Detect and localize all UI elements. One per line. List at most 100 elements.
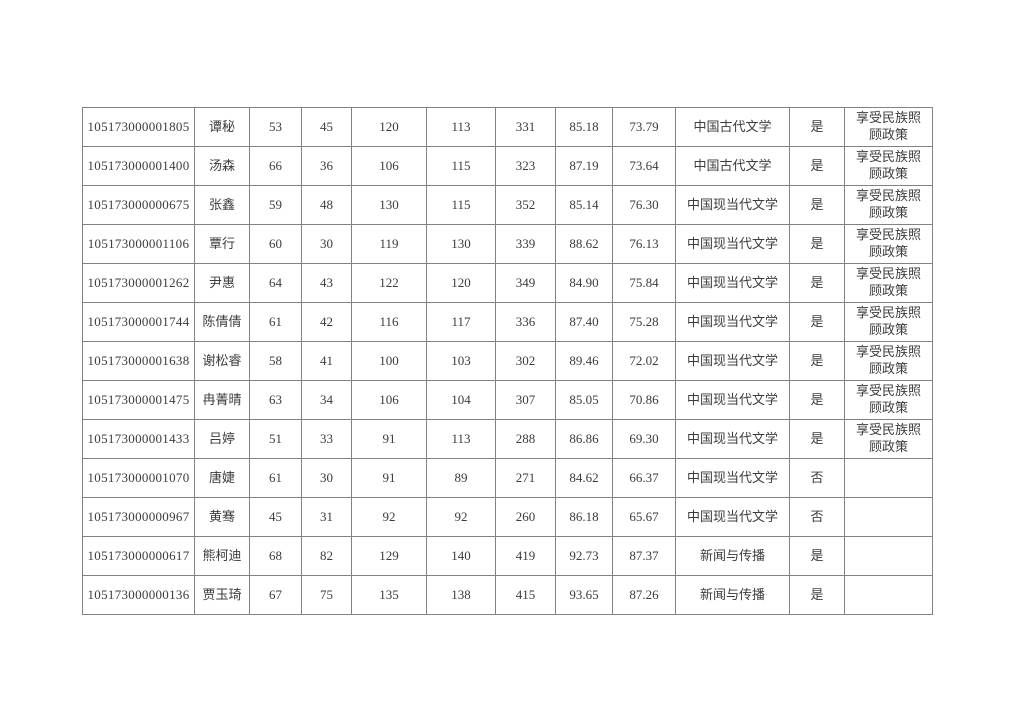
cell-weighted-total: 66.37 <box>612 458 676 498</box>
cell-text: 是 <box>810 313 824 329</box>
cell-text: 106 <box>379 391 399 407</box>
cell-remark: 享受民族照顾政策 <box>844 380 933 420</box>
cell-text: 105173000001744 <box>87 313 190 329</box>
cell-initial-total: 415 <box>495 575 556 615</box>
cell-text: 113 <box>451 118 471 134</box>
cell-text: 享受民族照顾政策 <box>855 266 921 298</box>
cell-major: 中国现当代文学 <box>675 185 790 225</box>
cell-admitted-flag: 是 <box>789 419 845 459</box>
cell-text: 105173000001805 <box>87 118 190 134</box>
cell-admitted-flag: 是 <box>789 380 845 420</box>
cell-weighted-total: 87.37 <box>612 536 676 576</box>
cell-text: 73.79 <box>629 118 659 134</box>
cell-text: 105173000001475 <box>87 391 190 407</box>
cell-text: 是 <box>810 547 824 563</box>
cell-score-2: 30 <box>301 224 352 264</box>
cell-text: 115 <box>451 157 471 173</box>
cell-major: 新闻与传播 <box>675 536 790 576</box>
cell-text: 谢松睿 <box>202 352 242 368</box>
cell-weighted-total: 72.02 <box>612 341 676 381</box>
cell-text: 覃行 <box>208 235 235 251</box>
cell-text: 419 <box>515 547 536 563</box>
cell-text: 105173000001262 <box>87 274 190 290</box>
cell-text: 91 <box>382 469 396 485</box>
cell-text: 66.37 <box>629 469 659 485</box>
cell-text: 89 <box>454 469 468 485</box>
cell-major: 中国现当代文学 <box>675 419 790 459</box>
cell-text: 129 <box>379 547 399 563</box>
cell-text: 51 <box>269 430 282 446</box>
cell-text: 67 <box>269 586 282 602</box>
cell-score-2: 30 <box>301 458 352 498</box>
cell-text: 42 <box>320 313 333 329</box>
cell-text: 汤森 <box>208 157 235 173</box>
cell-score-2: 42 <box>301 302 352 342</box>
cell-score-1: 60 <box>249 224 302 264</box>
cell-text: 是 <box>810 352 824 368</box>
cell-name: 张鑫 <box>194 185 250 225</box>
cell-text: 85.14 <box>569 196 599 212</box>
cell-score-3: 106 <box>351 146 427 186</box>
cell-name: 汤森 <box>194 146 250 186</box>
cell-candidate-id: 105173000001638 <box>82 341 195 381</box>
cell-admitted-flag: 是 <box>789 107 845 147</box>
cell-text: 58 <box>269 352 282 368</box>
table-row: 105173000001070 唐婕 61 30 91 89 271 84.62 66.37 中国… <box>82 458 933 498</box>
cell-text: 339 <box>515 235 536 251</box>
cell-text: 415 <box>515 586 536 602</box>
cell-text: 享受民族照顾政策 <box>855 188 921 220</box>
cell-text: 117 <box>451 313 471 329</box>
cell-candidate-id: 105173000001262 <box>82 263 195 303</box>
cell-text: 63 <box>269 391 282 407</box>
cell-score-4: 113 <box>426 419 496 459</box>
cell-text: 84.62 <box>569 469 599 485</box>
cell-name: 黄骞 <box>194 497 250 537</box>
cell-text: 陈倩倩 <box>202 313 242 329</box>
cell-candidate-id: 105173000001805 <box>82 107 195 147</box>
cell-score-4: 138 <box>426 575 496 615</box>
cell-score-1: 63 <box>249 380 302 420</box>
cell-major: 中国现当代文学 <box>675 380 790 420</box>
cell-admitted-flag: 是 <box>789 575 845 615</box>
cell-text: 中国现当代文学 <box>686 196 778 212</box>
cell-text: 59 <box>269 196 282 212</box>
admission-score-table: 105173000001805 谭秘 53 45 120 113 331 85.18 73.79… <box>82 107 933 615</box>
cell-candidate-id: 105173000000617 <box>82 536 195 576</box>
cell-text: 75.84 <box>629 274 659 290</box>
cell-text: 92.73 <box>569 547 599 563</box>
cell-score-1: 53 <box>249 107 302 147</box>
cell-text: 91 <box>382 430 396 446</box>
cell-weighted-total: 75.84 <box>612 263 676 303</box>
cell-text: 105173000001638 <box>87 352 190 368</box>
cell-candidate-id: 105173000001106 <box>82 224 195 264</box>
cell-score-1: 45 <box>249 497 302 537</box>
cell-name: 覃行 <box>194 224 250 264</box>
cell-text: 60 <box>269 235 282 251</box>
cell-remark <box>844 536 933 576</box>
cell-text: 中国现当代文学 <box>686 274 778 290</box>
cell-remark <box>844 458 933 498</box>
cell-text: 105173000000136 <box>87 586 190 602</box>
cell-candidate-id: 105173000000675 <box>82 185 195 225</box>
cell-name: 贾玉琦 <box>194 575 250 615</box>
cell-weighted-total: 73.79 <box>612 107 676 147</box>
cell-text: 唐婕 <box>208 469 235 485</box>
table-body: 105173000001805 谭秘 53 45 120 113 331 85.18 73.79… <box>82 107 933 615</box>
cell-text: 89.46 <box>569 352 599 368</box>
cell-text: 贾玉琦 <box>202 586 242 602</box>
cell-score-2: 41 <box>301 341 352 381</box>
cell-text: 张鑫 <box>208 196 235 212</box>
cell-weighted-total: 76.13 <box>612 224 676 264</box>
cell-text: 87.40 <box>569 313 599 329</box>
cell-text: 88.62 <box>569 235 599 251</box>
cell-admitted-flag: 是 <box>789 302 845 342</box>
cell-text: 是 <box>810 157 824 173</box>
table-row: 105173000001475 冉菁晴 63 34 106 104 307 85.05 70.8… <box>82 380 933 420</box>
cell-score-4: 115 <box>426 146 496 186</box>
cell-text: 105173000001106 <box>87 235 190 251</box>
cell-initial-total: 271 <box>495 458 556 498</box>
cell-weighted-total: 69.30 <box>612 419 676 459</box>
cell-text: 302 <box>515 352 536 368</box>
cell-score-1: 51 <box>249 419 302 459</box>
